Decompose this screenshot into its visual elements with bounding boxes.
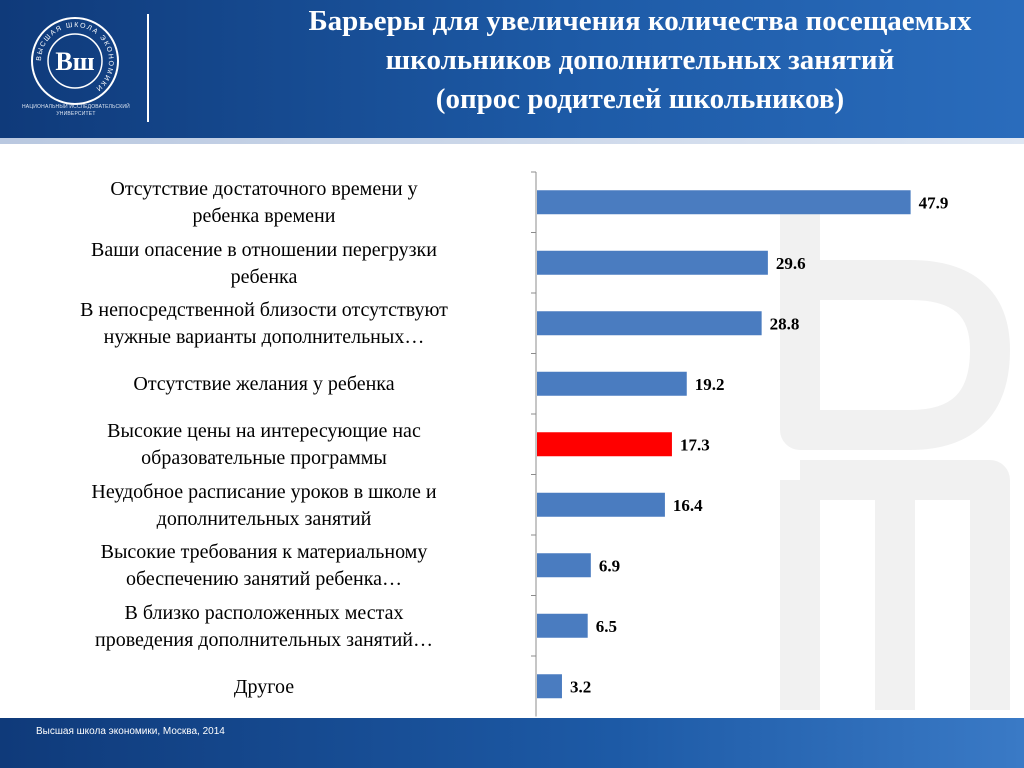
category-label-5: Неудобное расписание уроков в школе и доп… — [14, 479, 514, 533]
value-label-4: 17.3 — [680, 435, 710, 454]
title-line-2: школьников дополнительных занятий — [385, 44, 895, 76]
bar-2 — [537, 311, 762, 336]
logo-caption: НАЦИОНАЛЬНЫЙ ИССЛЕДОВАТЕЛЬСКИЙ УНИВЕРСИТ… — [22, 104, 130, 117]
value-label-5: 16.4 — [673, 496, 703, 515]
value-label-8: 3.2 — [570, 677, 591, 696]
footer-text: Высшая школа экономики, Москва, 2014 — [36, 726, 225, 737]
category-label-6: Высокие требования к материальному обеспе… — [14, 539, 514, 593]
footer-bar: Высшая школа экономики, Москва, 2014 — [0, 718, 1024, 768]
bar-5 — [537, 492, 665, 517]
category-label-8: Другое — [14, 674, 514, 701]
value-label-0: 47.9 — [919, 193, 949, 212]
header-divider — [147, 14, 149, 122]
slide-title: Барьеры для увеличения количества посеща… — [200, 2, 1024, 119]
category-label-2: В непосредственной близости отсутствуют н… — [14, 297, 514, 351]
category-label-line: проведения дополнительных занятий… — [95, 628, 433, 651]
hse-watermark — [780, 190, 1010, 710]
value-label-3: 19.2 — [695, 375, 725, 394]
category-label-line: Высокие цены на интересующие нас — [107, 420, 421, 443]
category-label-4: Высокие цены на интересующие нас образова… — [14, 418, 514, 472]
category-label-line: ребенка времени — [192, 205, 336, 228]
category-label-line: дополнительных занятий — [156, 507, 372, 530]
logo-monogram: Вш — [55, 47, 94, 76]
value-label-6: 6.9 — [599, 556, 620, 575]
category-label-line: Ваши опасение в отношении перегрузки — [91, 238, 437, 261]
hse-logo: ВЫСШАЯ ШКОЛА ЭКОНОМИКИ Вш — [31, 17, 119, 105]
category-label-line: ребенка — [230, 265, 298, 288]
bar-4 — [537, 432, 672, 457]
value-label-7: 6.5 — [596, 617, 617, 636]
value-label-1: 29.6 — [776, 254, 806, 273]
bar-1 — [537, 250, 768, 275]
category-label-line: Другое — [233, 675, 295, 698]
title-line-1: Барьеры для увеличения количества посеща… — [308, 5, 972, 37]
header-bar: ВЫСШАЯ ШКОЛА ЭКОНОМИКИ Вш НАЦИОНАЛЬНЫЙ И… — [0, 0, 1024, 138]
value-label-2: 28.8 — [770, 314, 800, 333]
category-label-line: Отсутствие достаточного времени у — [110, 178, 418, 201]
category-label-line: В непосредственной близости отсутствуют — [80, 299, 448, 322]
bar-6 — [537, 553, 591, 578]
category-label-line: обеспечению занятий ребенка… — [125, 568, 402, 591]
category-label-1: Ваши опасение в отношении перегрузки ребе… — [14, 237, 514, 291]
bar-0 — [537, 190, 911, 215]
category-label-line: нужные варианты дополнительных… — [103, 326, 425, 349]
bar-8 — [537, 674, 562, 699]
category-label-line: Отсутствие желания у ребенка — [133, 373, 395, 396]
bar-7 — [537, 613, 588, 638]
category-label-line: Неудобное расписание уроков в школе и — [91, 480, 437, 503]
bar-3 — [537, 371, 687, 396]
category-label-line: образовательные программы — [141, 447, 387, 470]
category-label-line: В близко расположенных местах — [124, 601, 404, 624]
header-stripe — [0, 138, 1024, 144]
title-line-3: (опрос родителей школьников) — [435, 83, 845, 115]
category-label-3: Отсутствие желания у ребенка — [14, 371, 514, 398]
category-label-line: Высокие требования к материальному — [100, 541, 428, 564]
category-label-7: В близко расположенных местах проведения … — [14, 600, 514, 654]
category-label-0: Отсутствие достаточного времени у ребенка… — [14, 176, 514, 230]
